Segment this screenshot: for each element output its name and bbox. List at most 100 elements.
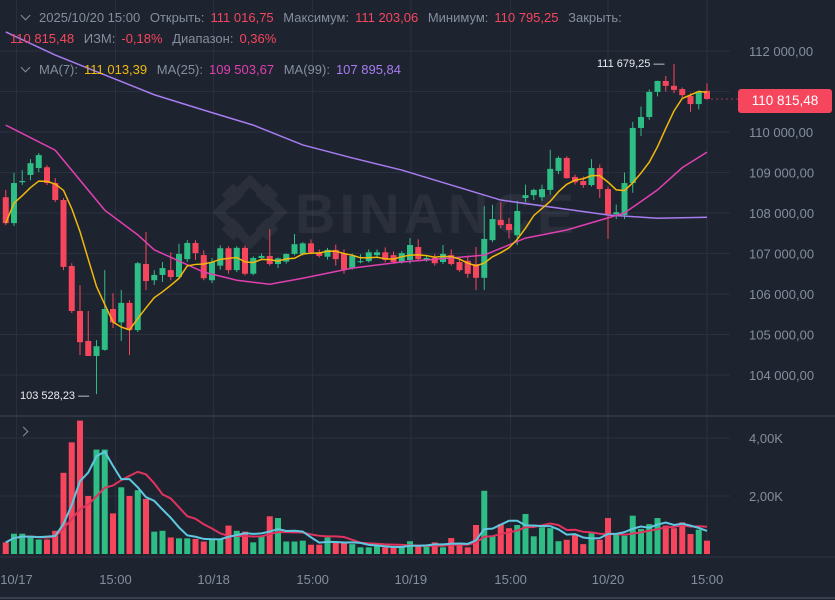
watermark-text: BINANCE [295,182,578,245]
volume-bar [530,536,537,554]
candle-up [159,268,166,275]
ma7-value: 111 013,39 [84,62,148,77]
volume-bar [588,533,595,554]
volume-bar [539,527,545,554]
volume-bar [324,537,331,554]
candle-down [605,189,611,215]
volume-bar [687,533,694,554]
high-value: 111 203,06 [355,10,419,25]
volume-bar [440,547,446,554]
candle-datetime: 2025/10/20 15:00 [39,10,141,25]
candle-down [704,90,710,99]
candle-up [93,346,100,356]
change-value: -0,18% [121,31,163,46]
open-value: 111 016,75 [210,10,274,25]
candle-down [126,302,133,331]
time-axis-label: 10/20 [592,572,625,587]
candle-down [308,243,314,253]
candle-up [357,261,364,263]
volume-ma-short-line [5,450,708,548]
volume-bar [68,442,75,554]
candle-up [621,183,628,216]
volume-bar [613,533,620,554]
candle-up [101,308,108,350]
time-axis-label: 10/19 [395,572,428,587]
volume-bar [407,541,413,554]
candle-down [448,255,455,265]
candle-down [687,95,694,105]
candle-up [118,302,125,323]
volume-bar [225,525,232,554]
volume-bar [60,472,67,554]
volume-bar [52,530,59,554]
candle-down [563,157,570,179]
candle-down [679,89,686,96]
candle-up [547,168,554,190]
ma25-value: 109 503,67 [209,62,275,77]
collapse-chevron-icon[interactable] [20,10,31,21]
volume-bar [19,533,26,554]
candle-up [423,257,430,260]
low-marker: 103 528,23 — [20,390,90,402]
candle-up [530,189,537,196]
candle-up [217,248,224,266]
high-marker-value: 111 679,25 [597,58,651,70]
volume-bar [514,525,521,554]
candle-down [85,340,92,356]
candle-up [522,195,529,199]
candle-up [695,91,702,105]
close-value: 110 815,48 [10,31,75,46]
high-marker: 111 679,25 — [597,58,665,70]
ma7-label: MA(7): [39,62,78,77]
volume-bar [118,487,125,554]
candle-up [19,181,26,183]
candle-down [60,200,67,267]
candle-down [431,257,438,264]
volume-bar [704,540,710,554]
open-label: Открыть: [149,10,205,25]
candle-up [184,242,191,260]
candle-down [2,197,9,224]
volume-bar [151,531,158,554]
candle-up [324,249,331,257]
price-axis-label: 105 000,00 [749,328,814,343]
time-axis-label: 15:00 [691,572,724,587]
time-axis-label: 10/18 [197,572,230,587]
volume-bar [283,541,290,554]
candle-up [489,219,496,241]
collapse-ma-chevron-icon[interactable] [20,62,31,73]
volume-bar [242,531,248,554]
volume-bar [258,536,265,554]
volume-bar [423,545,430,554]
volume-bar [11,533,17,554]
volume-bar [497,524,504,554]
volume-bar [431,542,438,554]
candle-up [629,127,636,184]
volume-bar [357,547,364,554]
volume-axis-label: 4,00K [749,431,783,446]
time-axis-label: 10/17 [0,572,33,587]
close-label: Закрыть: [568,10,622,25]
ohlc-header: 2025/10/20 15:00 Открыть: 111 016,75 Макс… [20,10,628,25]
candle-up [349,255,356,269]
candle-down [415,247,422,260]
candle-down [68,266,75,312]
candle-down [506,223,512,231]
price-axis-label: 106 000,00 [749,287,814,302]
price-axis-label: 107 000,00 [749,247,814,262]
volume-bar [671,528,677,554]
candle-up [176,253,182,277]
ohlc-header-line2: 110 815,48 ИЗМ: -0,18% Диапазон: 0,36% [10,31,282,46]
high-label: Максимум: [283,10,350,25]
volume-bar [398,547,405,554]
volume-bar [654,518,661,554]
volume-bar [250,542,257,554]
time-axis-label: 15:00 [99,572,132,587]
candle-down [464,260,471,274]
volume-bar [308,544,314,554]
ma99-line [5,31,708,220]
volume-bar [27,536,34,554]
volume-bar [217,538,224,554]
volume-bar [192,538,199,554]
